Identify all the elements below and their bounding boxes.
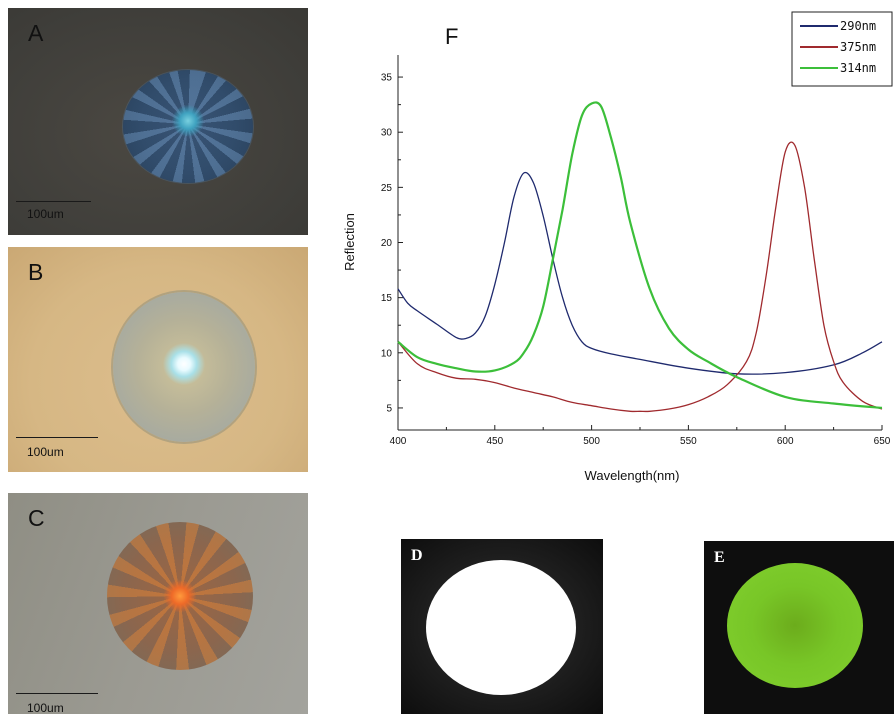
y-tick-label-15: 15 (381, 293, 393, 304)
chart-axes (397, 55, 882, 431)
x-tick-label-450: 450 (486, 436, 503, 447)
series-line-375nm (397, 141, 883, 413)
series-group (397, 101, 883, 413)
panel-label-b: B (28, 259, 44, 285)
scale-label-b: 100um (27, 445, 64, 459)
y-tick-label-20: 20 (381, 238, 393, 249)
reflection-chart: F 400 450 500 550 600 650 5 10 15 20 25 30 35 Wavele… (342, 11, 893, 483)
photo-panel-e: E (704, 541, 894, 714)
scale-label-a: 100um (27, 207, 64, 221)
disk-photo-e (727, 563, 863, 688)
scale-label-c: 100um (27, 701, 64, 714)
series-line-290nm (397, 171, 883, 375)
legend-box (791, 11, 893, 87)
scale-bar-b (16, 437, 98, 438)
axis-ticks: 400 450 500 550 600 650 5 10 15 20 25 30 35 (381, 73, 891, 447)
series-line-314nm (397, 101, 883, 409)
disk-photo-c (107, 522, 253, 670)
disk-photo-a (123, 70, 253, 183)
disk-photo-b (113, 292, 255, 442)
scale-bar-a (16, 201, 91, 202)
y-tick-label-30: 30 (381, 128, 393, 139)
disk-photo-d (426, 560, 576, 695)
panel-label-f: F (445, 24, 458, 49)
x-axis-title: Wavelength(nm) (585, 468, 680, 483)
photo-panel-b: B 100um (8, 247, 308, 472)
panel-label-c: C (28, 505, 45, 531)
y-axis-title: Reflection (342, 213, 357, 271)
x-tick-label-550: 550 (680, 436, 697, 447)
x-tick-label-600: 600 (777, 436, 794, 447)
y-tick-label-25: 25 (381, 183, 393, 194)
photo-panel-d: D (401, 539, 603, 714)
panel-label-d: D (411, 547, 423, 564)
scale-bar-c (16, 693, 98, 694)
legend-label-314nm: 314nm (840, 61, 876, 75)
legend-label-375nm: 375nm (840, 40, 876, 54)
y-tick-label-5: 5 (386, 403, 392, 414)
panel-label-a: A (28, 20, 44, 46)
x-tick-label-500: 500 (583, 436, 600, 447)
panel-label-e: E (714, 549, 725, 566)
x-tick-label-650: 650 (874, 436, 891, 447)
legend-label-290nm: 290nm (840, 19, 876, 33)
photo-panel-a: A 100um (8, 8, 308, 235)
photo-panel-c: C 100um (8, 493, 308, 714)
y-tick-label-10: 10 (381, 348, 393, 359)
y-tick-label-35: 35 (381, 73, 393, 84)
x-tick-label-400: 400 (390, 436, 407, 447)
chart-legend: 290nm 375nm 314nm (791, 11, 893, 87)
